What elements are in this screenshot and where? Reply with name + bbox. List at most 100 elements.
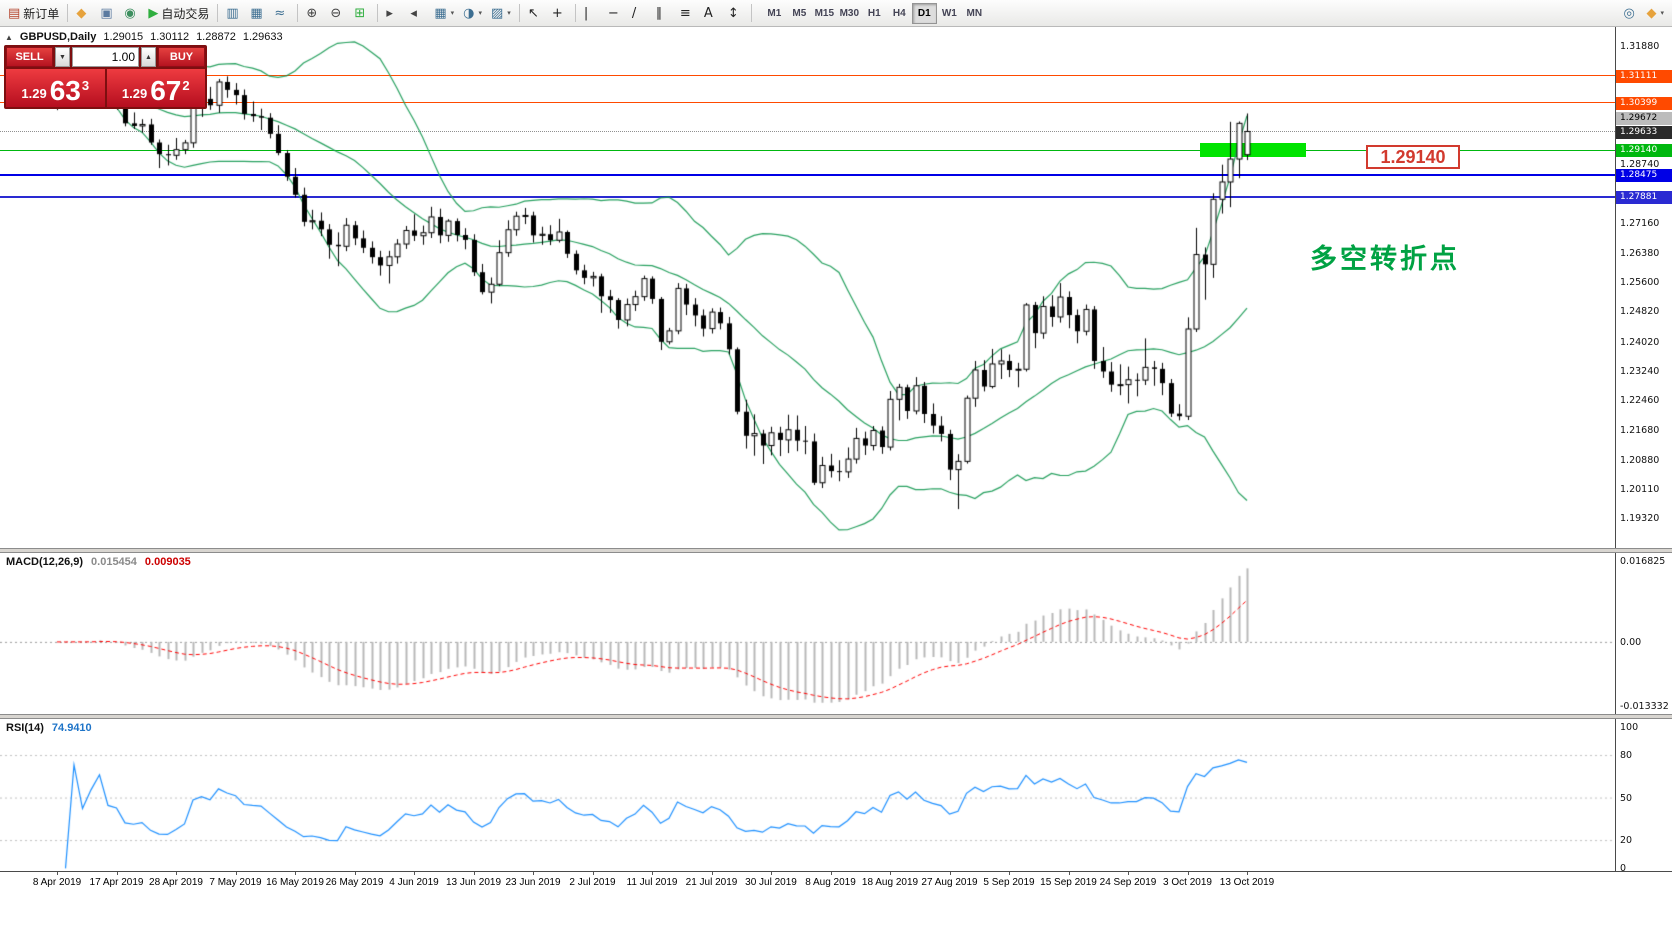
open-value: 1.29015 [103, 31, 144, 43]
tile-windows-icon: ⊞ [354, 5, 366, 21]
line-chart-type-button[interactable]: ≈ [270, 2, 293, 24]
new-order-button[interactable]: ▤ 新订单 [4, 2, 63, 24]
toolbar-separator [518, 4, 520, 22]
panel-resize-divider[interactable] [0, 548, 1672, 553]
macd-indicator-label: MACD(12,26,9) 0.015454 0.009035 [6, 556, 191, 568]
macd-name: MACD(12,26,9) [6, 556, 84, 568]
community-icon: ◆ [1646, 5, 1657, 21]
horizontal-line-button[interactable]: − [604, 2, 627, 24]
macd-panel[interactable]: MACD(12,26,9) 0.015454 0.009035 [0, 553, 1615, 714]
date-axis-label: 13 Jun 2019 [445, 877, 502, 888]
vertical-line-button[interactable]: | [580, 2, 603, 24]
date-tick [1187, 872, 1189, 875]
buy-price-button[interactable]: 1.29 67 2 [106, 69, 205, 107]
community-button[interactable]: ◆ ▾ [1642, 2, 1668, 24]
date-tick [533, 872, 534, 875]
date-tick [354, 872, 356, 875]
tag-resistance-2: 1.30399 [1616, 96, 1672, 110]
metaeditor-button[interactable]: ◆ [72, 2, 95, 24]
bar-chart-type-icon: ▥ [226, 5, 239, 21]
timeframe-button-m30[interactable]: M30 [837, 3, 862, 24]
toolbar-separator [377, 4, 379, 22]
volume-down-button[interactable]: ▼ [55, 47, 70, 67]
arrows-tool-button[interactable]: ↕ [724, 2, 747, 24]
date-axis-label: 21 Jul 2019 [685, 877, 738, 888]
price-axis[interactable]: 1.31880 1.28740 1.27160 1.26380 1.25600 1.248… [1615, 27, 1672, 874]
price-axis-label: 1.19320 [1620, 513, 1660, 525]
timeframe-button-m15[interactable]: M15 [812, 3, 837, 24]
crosshair-button[interactable]: + [548, 2, 571, 24]
date-tick [592, 872, 594, 875]
new-chart-dropdown[interactable]: ▦ ▾ [430, 2, 458, 24]
date-axis-label: 28 Apr 2019 [149, 877, 203, 888]
strategy-tester-icon: ◉ [124, 5, 136, 21]
turning-point-annotation[interactable]: 多空转折点 [1310, 244, 1460, 274]
panel-resize-divider[interactable] [0, 714, 1672, 719]
rsi-axis-label: 100 [1620, 721, 1639, 733]
toolbar-separator [217, 4, 219, 22]
timeframe-button-m1[interactable]: M1 [762, 3, 787, 24]
date-axis-label: 15 Sep 2019 [1040, 877, 1097, 888]
fibonacci-button[interactable]: ≡ [676, 2, 699, 24]
chart-shift-button[interactable]: ◂ [406, 2, 429, 24]
timeframe-button-m5[interactable]: M5 [787, 3, 812, 24]
crosshair-icon: + [551, 5, 563, 21]
volume-up-button[interactable]: ▲ [141, 47, 156, 67]
auto-scroll-icon: ▸ [386, 5, 393, 21]
cursor-button[interactable]: ↖ [524, 2, 547, 24]
auto-scroll-button[interactable]: ▸ [382, 2, 405, 24]
rsi-indicator-label: RSI(14) 74.9410 [6, 722, 92, 734]
new-order-button-label: 新订单 [23, 6, 60, 21]
macd-signal-value: 0.009035 [144, 556, 191, 568]
timeframe-button-h1[interactable]: H1 [862, 3, 887, 24]
bar-chart-type-button[interactable]: ▥ [222, 2, 245, 24]
timeframe-button-h4[interactable]: H4 [887, 3, 912, 24]
rsi-panel[interactable]: RSI(14) 74.9410 [0, 719, 1615, 871]
new-order-icon: ▤ [8, 5, 21, 21]
text-tool-button[interactable]: A [700, 2, 723, 24]
date-axis-label: 30 Jul 2019 [745, 877, 797, 888]
timeframe-button-mn[interactable]: MN [962, 3, 987, 24]
macd-axis-label: -0.013332 [1620, 701, 1669, 712]
sell-price-button[interactable]: 1.29 63 3 [6, 69, 105, 107]
tile-windows-button[interactable]: ⊞ [350, 2, 373, 24]
tag-support-2: 1.27881 [1616, 191, 1672, 205]
strategy-tester-button[interactable]: ◉ [120, 2, 143, 24]
date-tick [652, 872, 653, 875]
date-axis[interactable]: 8 Apr 2019 17 Apr 2019 28 Apr 2019 7 May 20… [0, 871, 1672, 897]
oct-toggle[interactable]: ▲ [5, 32, 13, 42]
volume-input[interactable] [72, 47, 139, 67]
timeframe-toolbar: M1 M5 M15 M30 H1 H4 D1 W1 MN [762, 2, 987, 24]
price-level-label[interactable]: 1.29140 [1366, 145, 1460, 169]
date-tick [711, 872, 713, 875]
zoom-out-button[interactable]: ⊖ [326, 2, 349, 24]
search-button[interactable]: ◎ [1619, 2, 1642, 24]
price-axis-label: 1.21680 [1620, 424, 1660, 436]
toolbar: ▤ 新订单 ◆ ▣ ◉ ▶ 自动交易 ▥ ▦ ≈ ⊕ ⊖ ⊞ ▸ ◂ ▦ ▾ ◑ ▾ ▨ ▾ ↖ + | − / ∥ ≡ A ↕ M1 M5 M… [0, 0, 1672, 27]
macd-chart-canvas [0, 553, 1615, 714]
zoom-in-button[interactable]: ⊕ [302, 2, 325, 24]
buy-price-pip: 2 [182, 78, 190, 93]
price-axis-label: 1.22460 [1620, 395, 1660, 407]
candlestick-type-button[interactable]: ▦ [246, 2, 269, 24]
trendline-button[interactable]: / [628, 2, 651, 24]
channel-button[interactable]: ∥ [652, 2, 675, 24]
tag-pivot: 1.29140 [1616, 144, 1672, 158]
timeframe-button-w1[interactable]: W1 [937, 3, 962, 24]
date-axis-label: 23 Jun 2019 [505, 877, 561, 888]
buy-button[interactable]: BUY [158, 47, 205, 67]
timeframe-button-d1[interactable]: D1 [911, 2, 937, 24]
date-axis-label: 11 Jul 2019 [626, 877, 678, 888]
rsi-chart-canvas [0, 719, 1615, 871]
main-chart-panel[interactable]: ▲ GBPUSD,Daily 1.29015 1.30112 1.28872 1… [0, 27, 1615, 548]
periods-dropdown[interactable]: ◑ ▾ [459, 2, 486, 24]
candlestick-chart-canvas[interactable] [0, 27, 1615, 548]
autotrading-button-label: 自动交易 [161, 6, 210, 21]
market-watch-icon: ▣ [100, 5, 113, 21]
autotrading-button[interactable]: ▶ 自动交易 [144, 2, 213, 24]
date-axis-label: 24 Sep 2019 [1099, 877, 1157, 888]
templates-dropdown[interactable]: ▨ ▾ [487, 2, 515, 24]
market-watch-button[interactable]: ▣ [96, 2, 119, 24]
arrows-tool-icon: ↕ [727, 5, 739, 21]
sell-button[interactable]: SELL [6, 47, 53, 67]
